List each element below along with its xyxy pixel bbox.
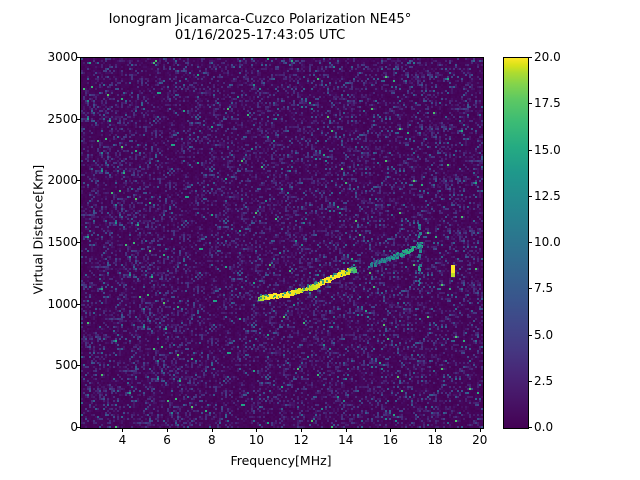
colorbar-tick-mark [528, 334, 532, 336]
x-axis-label: Frequency[MHz] [230, 453, 332, 468]
x-tick-mark [256, 428, 258, 432]
x-tick-mark [479, 428, 481, 432]
y-axis-label: Virtual Distance[Km] [30, 164, 46, 295]
colorbar-tick-label: 0.0 [534, 420, 554, 434]
y-tick-mark [76, 365, 80, 367]
y-tick-mark [76, 180, 80, 182]
x-tick-mark [390, 428, 392, 432]
x-tick-mark [345, 428, 347, 432]
colorbar-tick-label: 12.5 [534, 188, 561, 203]
x-tick-label: 4 [118, 433, 127, 447]
colorbar-tick-label: 17.5 [534, 96, 561, 111]
colorbar-tick-mark [528, 57, 532, 58]
chart-title: Ionogram Jicamarca-Cuzco Polarization NE… [108, 12, 412, 43]
colorbar-tick-mark [528, 380, 532, 382]
x-tick-label: 6 [163, 433, 171, 447]
ionogram-plot-area[interactable] [80, 57, 484, 429]
x-tick-label: 18 [427, 433, 443, 447]
y-tick-label: 0 [70, 420, 78, 434]
y-tick-mark [76, 303, 80, 305]
colorbar-tick-label: 7.5 [534, 281, 554, 296]
echo-trace-layer [81, 58, 483, 428]
colorbar[interactable] [503, 57, 529, 429]
colorbar-tick-label: 20.0 [534, 50, 561, 64]
colorbar-tick-label: 2.5 [534, 373, 554, 388]
x-tick-mark [211, 428, 213, 432]
y-tick-label: 3000 [47, 50, 78, 64]
y-tick-mark [76, 57, 80, 58]
y-tick-label: 1000 [47, 296, 78, 311]
y-tick-mark [76, 427, 80, 428]
colorbar-tick-label: 5.0 [534, 327, 554, 342]
y-tick-mark [76, 118, 80, 120]
x-tick-label: 14 [338, 433, 354, 447]
y-tick-label: 500 [55, 358, 78, 373]
colorbar-tick-mark [528, 242, 532, 243]
colorbar-tick-label: 15.0 [534, 142, 561, 157]
y-tick-label: 2000 [47, 173, 78, 188]
x-tick-label: 16 [382, 433, 399, 447]
x-tick-label: 12 [293, 433, 309, 447]
x-tick-mark [122, 428, 124, 432]
colorbar-tick-label: 10.0 [534, 235, 561, 249]
y-tick-mark [76, 242, 80, 243]
colorbar-tick-mark [528, 149, 532, 151]
x-tick-mark [301, 428, 303, 432]
colorbar-tick-mark [528, 427, 532, 428]
y-tick-label: 1500 [47, 235, 78, 249]
y-tick-label: 2500 [47, 111, 78, 126]
x-tick-mark [167, 428, 169, 432]
x-tick-label: 10 [248, 433, 265, 447]
colorbar-tick-mark [528, 195, 532, 197]
colorbar-tick-mark [528, 288, 532, 290]
x-tick-label: 8 [207, 433, 216, 447]
colorbar-tick-mark [528, 103, 532, 105]
x-tick-mark [435, 428, 437, 432]
x-tick-label: 20 [472, 433, 488, 447]
